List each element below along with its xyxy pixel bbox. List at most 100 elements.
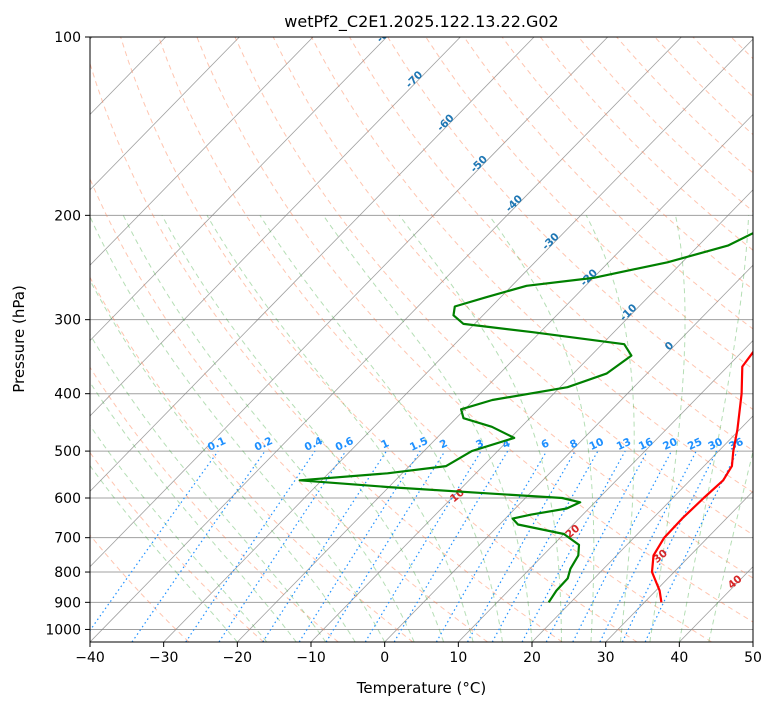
mixing-ratio-line — [325, 450, 446, 642]
mixing-ratio-label: 4 — [501, 437, 513, 451]
mixing-ratio-label: 25 — [686, 436, 704, 453]
y-tick-label: 300 — [54, 313, 81, 329]
moist-adiabat-line — [398, 215, 562, 642]
dry-adiabat-line — [692, 37, 753, 98]
x-tick-label: −10 — [296, 650, 326, 666]
moist-adiabat-line — [708, 449, 753, 642]
isotherm-line — [90, 37, 535, 492]
isotherm-line — [90, 37, 314, 266]
moist-adiabat-line — [488, 215, 595, 642]
dry-adiabat-line — [90, 366, 339, 642]
isotherm-line — [237, 113, 753, 642]
chart-title: wetPf2_C2E1.2025.122.13.22.G02 — [284, 12, 558, 32]
x-tick-label: 40 — [670, 650, 688, 666]
y-axis-title: Pressure (hPa) — [10, 285, 28, 393]
plot-area: 0.10.20.40.611.52346810131620253036-100-… — [90, 23, 775, 642]
mixing-ratio-label: 20 — [661, 436, 679, 453]
mixing-ratio-label: 13 — [615, 436, 633, 453]
x-tick-label: −20 — [223, 650, 253, 666]
y-tick-label: 600 — [54, 491, 81, 507]
moist-adiabat-line — [161, 215, 445, 642]
dewpoint-line — [298, 231, 753, 603]
mixing-ratio-line — [545, 450, 648, 642]
isotherm-line — [531, 415, 753, 642]
dry-adiabat-label: -80 — [374, 23, 396, 45]
x-tick-label: −40 — [75, 650, 105, 666]
mixing-ratio-line — [185, 450, 316, 642]
isotherm-line — [384, 264, 753, 642]
moist-adiabat-label: 20 — [563, 522, 582, 541]
dry-adiabat-line — [425, 37, 753, 370]
dry-adiabat-line — [90, 276, 414, 642]
isotherm-line — [458, 339, 753, 642]
isotherm-line — [310, 189, 753, 642]
mixing-ratio-line — [218, 450, 347, 642]
moist-adiabat-line — [90, 333, 327, 642]
dry-adiabat-line — [90, 534, 190, 642]
dry-adiabat-line — [463, 37, 753, 330]
sounding-series — [298, 231, 753, 603]
isotherm-line — [90, 37, 388, 342]
x-tick-label: −30 — [149, 650, 179, 666]
mixing-ratio-line — [262, 450, 387, 642]
dry-adiabat-line — [234, 37, 753, 579]
moist-adiabat-line — [649, 215, 686, 642]
mixing-ratio-label: 36 — [727, 436, 745, 453]
mixing-ratio-lines — [90, 450, 739, 642]
y-tick-label: 1000 — [45, 622, 81, 638]
moist-adiabat-line — [206, 215, 474, 642]
dry-adiabat-line — [769, 37, 775, 642]
dry-adiabat-line — [90, 62, 563, 642]
dry-adiabat-line — [501, 37, 753, 290]
mixing-ratio-label: 30 — [706, 436, 724, 453]
moist-adiabat-line — [90, 279, 356, 642]
dry-adiabat-line — [90, 177, 488, 642]
moist-adiabats — [90, 215, 753, 642]
dry-adiabat-label: -60 — [435, 112, 457, 134]
y-tick-label: 100 — [54, 30, 81, 46]
dry-adiabat-line — [310, 37, 753, 494]
isobar-grid — [90, 37, 753, 630]
isotherm-line — [605, 490, 753, 642]
dry-adiabat-line — [654, 37, 753, 136]
moist-adiabat-label: 40 — [726, 573, 745, 592]
isotherm-line — [90, 37, 461, 417]
mixing-ratio-line — [621, 450, 718, 642]
x-tick-label: 0 — [380, 650, 389, 666]
x-axis-title: Temperature (°C) — [356, 679, 486, 697]
y-tick-label: 800 — [54, 565, 81, 581]
mixing-ratio-label: 2 — [438, 437, 450, 451]
y-tick-label: 900 — [54, 595, 81, 611]
moist-adiabat-line — [90, 381, 297, 642]
x-axis: −40 −30 −20 −10 0 10 20 30 40 50 — [75, 642, 762, 666]
mixing-ratio-line — [364, 450, 482, 642]
moist-adiabat-line — [90, 215, 386, 642]
mixing-ratio-line — [90, 450, 219, 632]
mixing-ratio-label: 6 — [539, 437, 551, 451]
mixing-ratio-label: 1 — [379, 437, 391, 451]
isotherm-grid — [90, 37, 753, 642]
dry-adiabat-label: -50 — [468, 153, 490, 175]
mixing-ratio-line — [466, 450, 576, 642]
dry-adiabat-label: -10 — [618, 302, 640, 324]
mixing-ratio-line — [131, 450, 266, 642]
dry-adiabat-label: -70 — [403, 69, 425, 91]
isotherm-line — [90, 37, 240, 191]
isotherm-line — [679, 566, 753, 642]
dry-adiabat-line — [272, 37, 753, 536]
isotherm-line — [752, 641, 753, 642]
y-tick-label: 700 — [54, 531, 81, 547]
plot-frame — [89, 36, 754, 643]
x-tick-label: 30 — [597, 650, 615, 666]
mixing-ratio-line — [644, 450, 739, 642]
isotherm-line — [163, 38, 753, 642]
moist-adiabat-line — [678, 215, 750, 642]
temperature-line — [650, 350, 753, 603]
mixing-ratio-label: 3 — [474, 437, 486, 451]
y-axis: 100 200 300 400 500 600 700 800 900 1000 — [45, 30, 90, 638]
y-tick-label: 200 — [54, 208, 81, 224]
moist-adiabat-line — [90, 424, 268, 642]
isotherm-line — [90, 37, 682, 642]
moist-adiabat-label: 10 — [448, 486, 467, 505]
